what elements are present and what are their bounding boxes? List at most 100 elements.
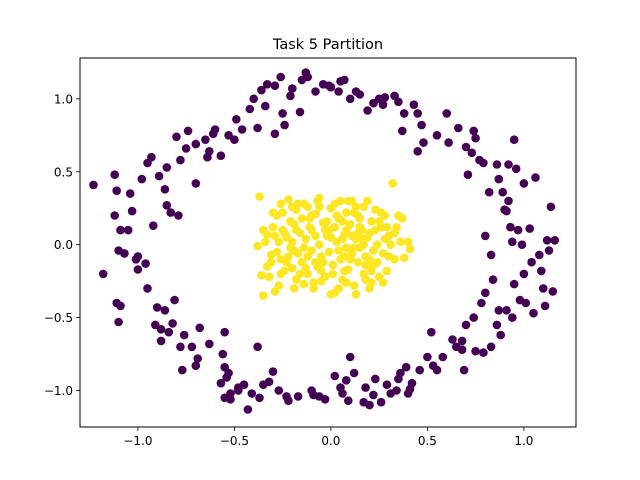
scatter-point (191, 179, 201, 188)
scatter-point (272, 247, 282, 257)
scatter-point (496, 330, 506, 340)
scatter-point (448, 335, 457, 344)
scatter-point (284, 396, 293, 406)
scatter-point (320, 395, 330, 404)
scatter-point (266, 257, 276, 267)
scatter-point (257, 271, 266, 280)
scatter-point (525, 224, 534, 233)
scatter-point (147, 152, 156, 162)
scatter-point (417, 120, 426, 130)
scatter-point (172, 132, 181, 142)
scatter-point (191, 361, 201, 371)
scatter-point (301, 263, 311, 273)
scatter-point (355, 90, 365, 99)
scatter-point (243, 405, 253, 414)
scatter-point (394, 97, 403, 107)
scatter-point (488, 275, 498, 285)
scatter-point (307, 211, 316, 220)
scatter-point (174, 211, 183, 220)
scatter-point (141, 259, 150, 268)
scatter-point (342, 376, 351, 385)
scatter-point (469, 313, 479, 322)
scatter-point (276, 72, 286, 82)
scatter-point (116, 225, 125, 235)
scatter-point (508, 237, 517, 247)
scatter-point (274, 281, 284, 290)
scatter-point (288, 84, 297, 93)
scatter-point (537, 266, 546, 276)
scatter-point (193, 354, 202, 363)
scatter-point (276, 199, 286, 209)
scatter-point (253, 342, 262, 352)
y-tick-label: 1.0 (54, 92, 73, 106)
scatter-point (519, 269, 529, 279)
scatter-point (289, 246, 299, 255)
scatter-point (372, 257, 382, 267)
x-tick-label: 0.0 (321, 434, 340, 448)
scatter-point (247, 389, 257, 398)
scatter-point (509, 279, 519, 289)
scatter-point (268, 367, 278, 376)
scatter-point (392, 386, 401, 395)
scatter-point (378, 278, 388, 287)
scatter-point (359, 240, 369, 249)
scatter-point (454, 123, 463, 133)
scatter-point (498, 187, 508, 197)
scatter-point (133, 265, 143, 274)
scatter-point (332, 211, 342, 220)
scatter-point (367, 217, 376, 226)
scatter-point (405, 244, 415, 254)
scatter-point (187, 342, 197, 352)
scatter-point (152, 303, 162, 312)
scatter-point (349, 368, 359, 378)
scatter-point (342, 208, 351, 217)
scatter-point (224, 368, 233, 378)
scatter-point (293, 199, 303, 209)
scatter-point (112, 186, 121, 195)
scatter-point (168, 319, 177, 328)
x-tick-label: 1.0 (514, 434, 533, 448)
scatter-point (340, 266, 349, 276)
scatter-point (334, 87, 343, 96)
scatter-point (508, 313, 517, 322)
scatter-point (201, 135, 210, 144)
scatter-point (328, 269, 338, 279)
scatter-point (205, 147, 214, 156)
scatter-point (309, 278, 318, 287)
scatter-point (293, 392, 303, 401)
scatter-point (486, 342, 496, 352)
scatter-point (195, 323, 204, 333)
scatter-point (156, 325, 166, 334)
scatter-point (336, 77, 345, 86)
scatter-point (160, 306, 170, 315)
x-tick-label: −1.0 (123, 434, 152, 448)
scatter-point (494, 174, 504, 184)
scatter-point (409, 100, 419, 109)
scatter-point (461, 142, 471, 152)
scatter-point (137, 174, 147, 184)
scatter-point (511, 164, 521, 174)
scatter-point (160, 185, 170, 194)
scatter-point (361, 383, 370, 392)
scatter-point (351, 290, 361, 299)
scatter-point (540, 301, 550, 311)
scatter-point (110, 170, 119, 179)
scatter-point (353, 228, 363, 238)
scatter-point (363, 106, 372, 115)
points-layer (89, 68, 560, 414)
x-axis-ticks: −1.0 −0.5 0.0 0.5 1.0 (123, 427, 533, 448)
scatter-point (467, 148, 477, 158)
scatter-point (261, 101, 270, 111)
scatter-point (338, 234, 347, 244)
scatter-point (342, 243, 351, 252)
scatter-point (149, 221, 158, 230)
scatter-point (382, 380, 392, 390)
scatter-point (288, 237, 297, 247)
scatter-point (477, 298, 486, 308)
scatter-point (262, 80, 272, 89)
scatter-point (278, 109, 287, 118)
scatter-point (143, 284, 152, 293)
scatter-point (249, 94, 258, 104)
scatter-point (286, 217, 295, 226)
